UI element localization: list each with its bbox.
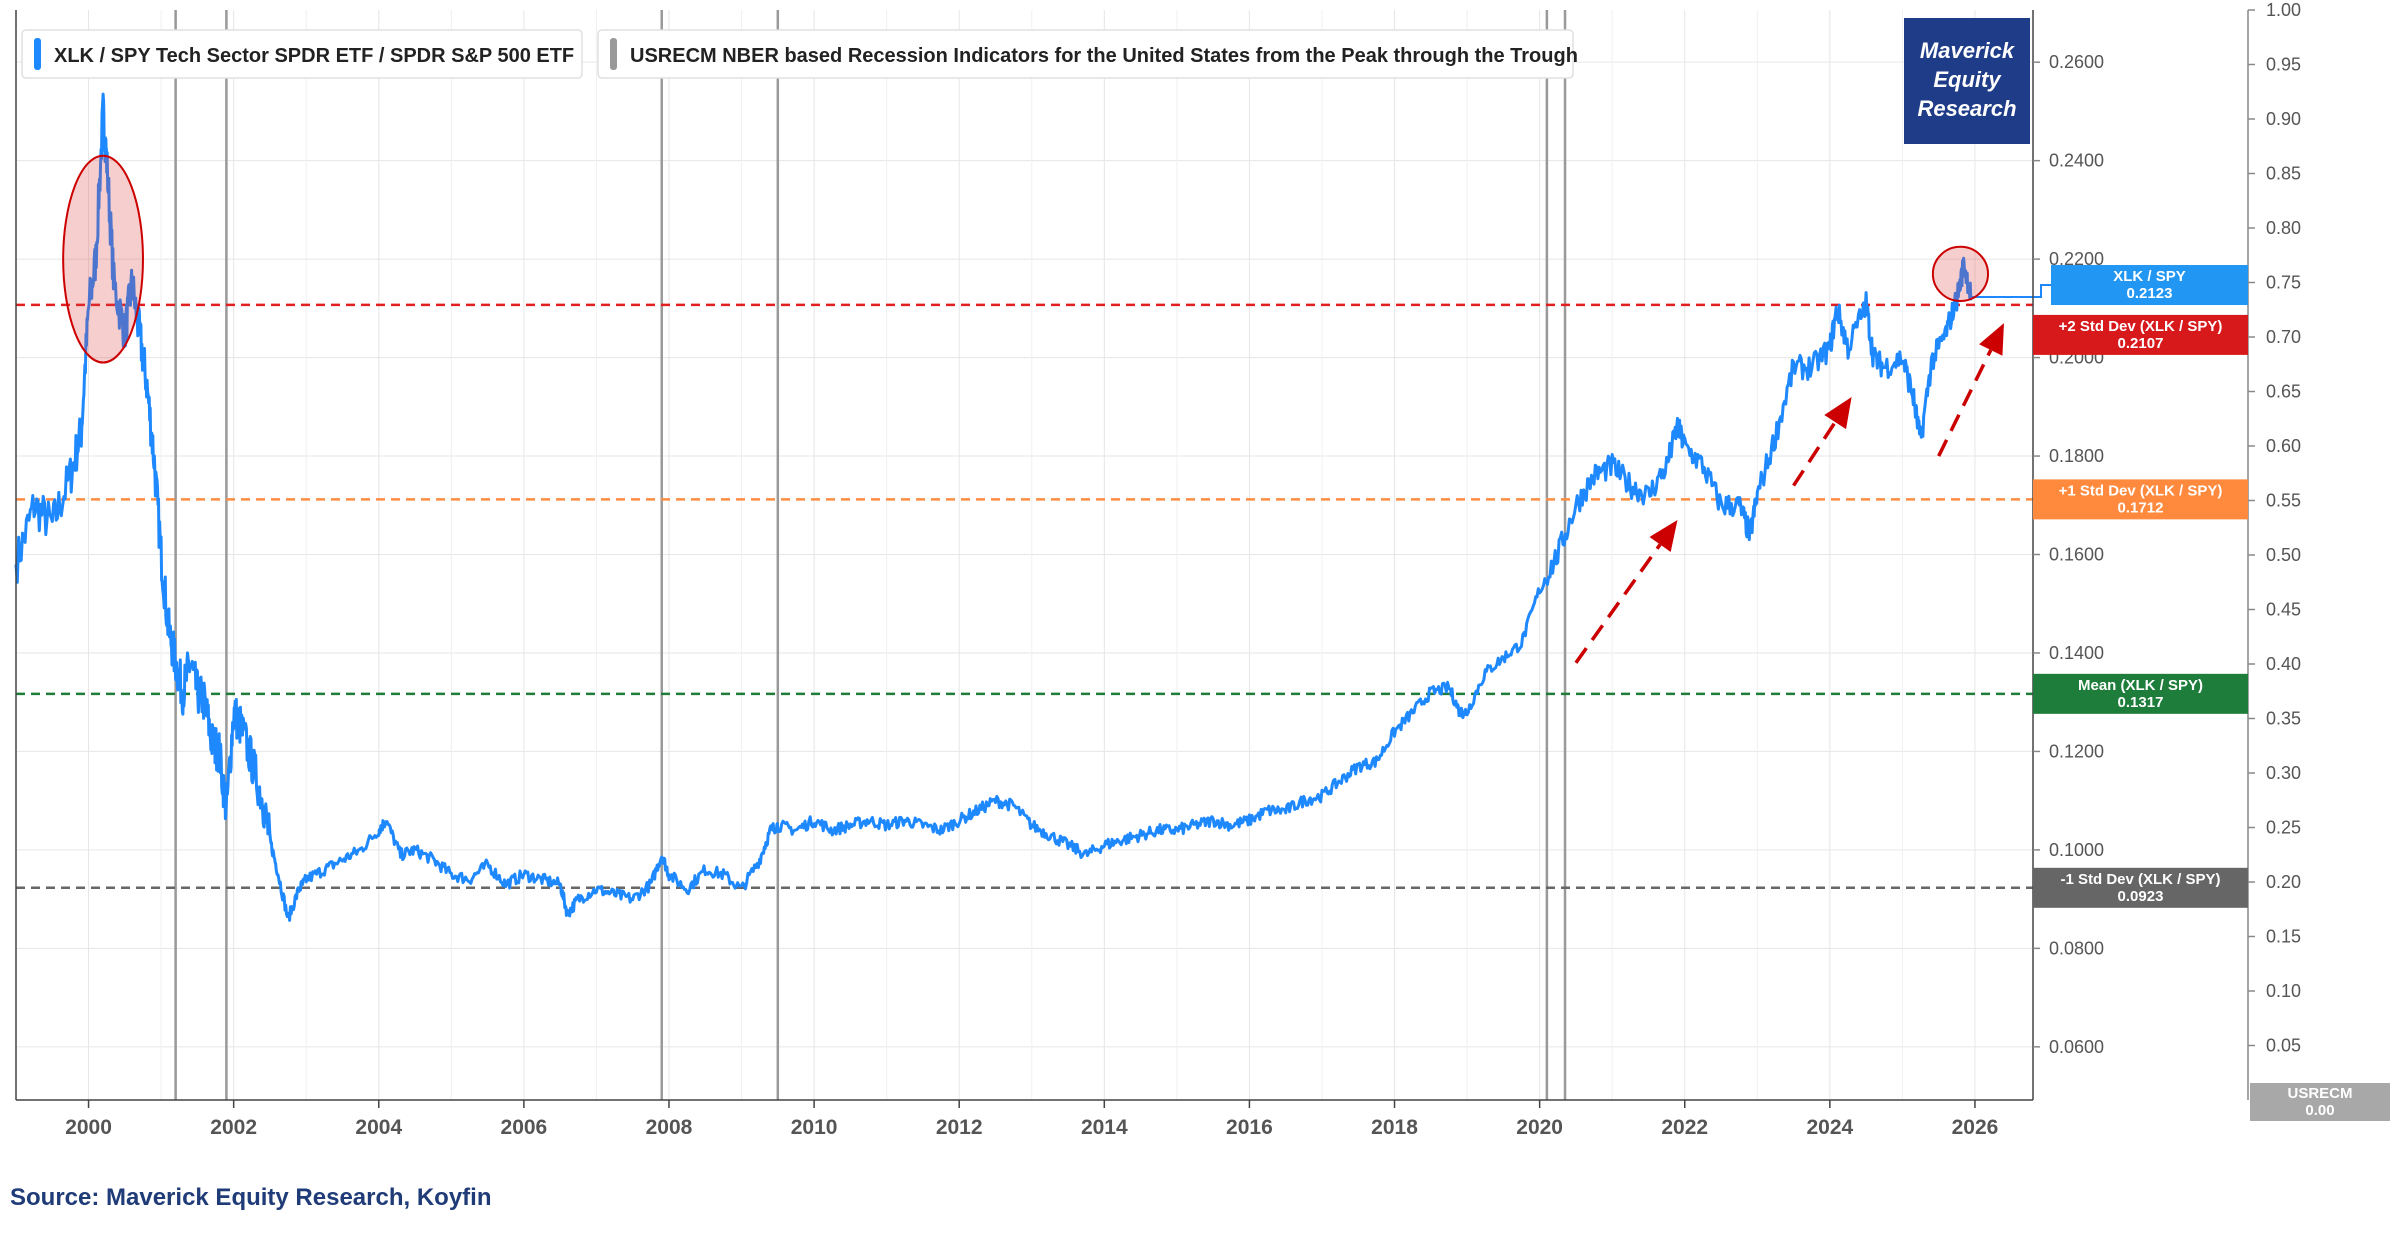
recession-band (1545, 10, 1567, 1100)
value-tag (2250, 1083, 2390, 1121)
legend-swatch (34, 38, 41, 70)
y2-tick-label: 0.10 (2266, 981, 2301, 1001)
recession-band (660, 10, 780, 1100)
y-tick-label: 0.1600 (2049, 545, 2104, 565)
y2-tick-label: 0.75 (2266, 273, 2301, 293)
value-tag-label: +1 Std Dev (XLK / SPY) (2059, 482, 2223, 499)
x-tick-label: 2008 (646, 1116, 693, 1139)
trend-arrow-head (1649, 520, 1678, 553)
highlight-ellipse (1931, 245, 1990, 302)
y-tick-label: 0.1200 (2049, 741, 2104, 761)
axes: 2000 2002 2004 2006 2008 2010 2012 2014 2016 2018… (15, 0, 2301, 1139)
trend-arrow-shaft (1574, 543, 1662, 664)
y2-tick-label: 0.60 (2266, 436, 2301, 456)
x-tick-label: 2000 (65, 1116, 112, 1139)
trend-arrow-shaft (1792, 421, 1837, 487)
trend-arrow-head (1979, 323, 2004, 356)
recession-band (174, 10, 228, 1100)
value-tag-value: 0.00 (2305, 1102, 2334, 1119)
value-tag-value: 0.1712 (2118, 499, 2164, 516)
y-tick-label: 0.1000 (2049, 840, 2104, 860)
y2-tick-label: 0.85 (2266, 164, 2301, 184)
x-tick-label: 2010 (791, 1116, 838, 1139)
brand-line: Maverick (1920, 38, 2016, 63)
value-tag-value: 0.2107 (2118, 335, 2164, 352)
reference-lines (16, 303, 2033, 890)
recession-bands (174, 10, 1567, 1100)
x-tick-label: 2014 (1081, 1116, 1128, 1139)
value-tag (2033, 479, 2248, 520)
value-tag-value: 0.2123 (2127, 285, 2173, 302)
y-tick-label: 0.0600 (2049, 1037, 2104, 1057)
value-tag-label: +2 Std Dev (XLK / SPY) (2059, 318, 2223, 335)
trend-arrow-head (1824, 396, 1852, 430)
y2-tick-label: 0.65 (2266, 382, 2301, 402)
y2-tick-label: 0.05 (2266, 1036, 2301, 1056)
series-layer (14, 92, 2053, 922)
x-tick-label: 2012 (936, 1116, 983, 1139)
y2-tick-label: 0.70 (2266, 327, 2301, 347)
y2-tick-label: 0.50 (2266, 545, 2301, 565)
y2-tick-label: 0.45 (2266, 600, 2301, 620)
y2-tick-label: 0.25 (2266, 818, 2301, 838)
value-tag-label: -1 Std Dev (XLK / SPY) (2060, 871, 2220, 888)
legend-item (21, 29, 583, 79)
x-tick-label: 2016 (1226, 1116, 1273, 1139)
legend-item (597, 29, 1574, 79)
y-tick-label: 0.1800 (2049, 446, 2104, 466)
y-tick-label: 0.2400 (2049, 151, 2104, 171)
y2-tick-label: 0.15 (2266, 927, 2301, 947)
x-tick-label: 2020 (1516, 1116, 1563, 1139)
x-tick-label: 2022 (1661, 1116, 1708, 1139)
legend-label: USRECM NBER based Recession Indicators f… (630, 45, 1578, 67)
y2-tick-label: 0.35 (2266, 709, 2301, 729)
value-tag (2033, 867, 2248, 908)
value-tag-label: USRECM (2287, 1085, 2352, 1102)
source-note: Source: Maverick Equity Research, Koyfin (10, 1184, 492, 1211)
legend-label: XLK / SPY Tech Sector SPDR ETF / SPDR S&… (54, 45, 574, 67)
value-tag-label: XLK / SPY (2113, 268, 2186, 285)
series-last-connector (1971, 284, 2053, 299)
legend-swatch (610, 38, 617, 70)
y-tick-label: 0.0800 (2049, 938, 2104, 958)
trend-arrow-shaft (1937, 349, 1993, 457)
x-tick-label: 2006 (501, 1116, 548, 1139)
x-tick-label: 2026 (1952, 1116, 1999, 1139)
y2-tick-label: 0.30 (2266, 763, 2301, 783)
brand-line: Equity (1933, 67, 2002, 92)
x-tick-label: 2002 (210, 1116, 257, 1139)
x-tick-label: 2004 (355, 1116, 402, 1139)
y2-tick-label: 1.00 (2266, 0, 2301, 20)
value-tag (2033, 314, 2248, 355)
value-tag (2051, 265, 2248, 306)
highlight-ellipse (62, 154, 144, 364)
y2-tick-label: 0.80 (2266, 218, 2301, 238)
y2-tick-label: 0.20 (2266, 872, 2301, 892)
y-tick-label: 0.2200 (2049, 249, 2104, 269)
brand-box-bg (1904, 18, 2030, 144)
x-tick-label: 2024 (1806, 1116, 1853, 1139)
y-tick-label: 0.1400 (2049, 643, 2104, 663)
brand-line: Research (1917, 96, 2016, 121)
brand-box: Maverick Equity Research (1904, 18, 2030, 144)
value-tag-label: Mean (XLK / SPY) (2078, 677, 2203, 694)
annotations (62, 154, 2004, 664)
y-tick-label: 0.2600 (2049, 52, 2104, 72)
value-tag (2033, 673, 2248, 714)
y2-tick-label: 0.95 (2266, 55, 2301, 75)
value-tag-value: 0.0923 (2118, 888, 2164, 905)
x-tick-label: 2018 (1371, 1116, 1418, 1139)
value-tag-value: 0.1317 (2118, 694, 2164, 711)
y2-tick-label: 0.55 (2266, 491, 2301, 511)
y2-tick-label: 0.90 (2266, 109, 2301, 129)
legend: XLK / SPY Tech Sector SPDR ETF / SPDR S&… (21, 29, 1578, 79)
series-line-xlk-spy (14, 92, 1973, 922)
y2-tick-label: 0.40 (2266, 654, 2301, 674)
